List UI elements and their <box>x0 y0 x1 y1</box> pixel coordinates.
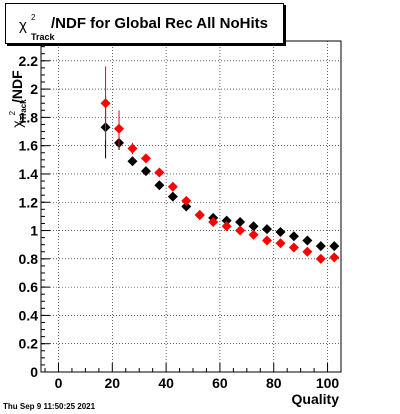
data-point <box>302 246 313 257</box>
data-point <box>248 229 259 240</box>
data-point <box>154 167 165 178</box>
y-tick-label: 1.2 <box>19 194 39 210</box>
data-point <box>315 253 326 264</box>
data-point <box>315 241 326 252</box>
y-tick-label: 1.4 <box>19 166 39 182</box>
ylabel-subscript: Track <box>19 99 28 121</box>
data-point <box>262 224 273 235</box>
data-point <box>208 217 219 228</box>
data-point <box>275 226 286 237</box>
data-point <box>181 201 192 212</box>
y-tick-label: 0.4 <box>19 307 39 323</box>
chart-title: /NDF for Global Rec All NoHits <box>51 15 268 32</box>
series-red <box>100 66 340 264</box>
data-point <box>127 143 138 154</box>
x-axis-label: Quality <box>291 391 339 407</box>
data-point <box>167 191 178 202</box>
title-box: χ 2 Track /NDF for Global Rec All NoHits <box>5 3 284 44</box>
y-tick-label: 0.8 <box>19 251 39 267</box>
y-tick-label: 2.2 <box>19 53 39 69</box>
y-tick-label: 1.6 <box>19 138 39 154</box>
data-point <box>100 98 111 109</box>
data-point <box>181 195 192 206</box>
data-point <box>235 217 246 228</box>
data-point <box>221 215 232 226</box>
data-point <box>167 181 178 192</box>
y-tick-label: 0 <box>30 364 38 380</box>
data-point <box>194 209 205 220</box>
data-point <box>302 235 313 246</box>
x-tick-label: 100 <box>316 375 340 391</box>
x-tick-label: 0 <box>55 375 63 391</box>
x-tick-label: 60 <box>212 375 228 391</box>
data-point <box>288 231 299 242</box>
ylabel-superscript: 2 <box>8 110 17 116</box>
data-point <box>140 166 151 177</box>
data-point <box>262 235 273 246</box>
y-tick-label: 1 <box>30 223 38 239</box>
x-tick-label: 80 <box>266 375 282 391</box>
data-point <box>288 242 299 253</box>
data-point <box>248 221 259 232</box>
data-point <box>154 180 165 191</box>
title-symbol: χ <box>19 17 27 34</box>
y-tick-label: 1.8 <box>19 109 39 125</box>
data-point <box>140 153 151 164</box>
title-superscript: 2 <box>31 13 36 22</box>
data-point <box>235 225 246 236</box>
data-point <box>329 241 340 252</box>
data-series <box>100 66 340 264</box>
y-tick-label: 0.6 <box>19 279 39 295</box>
data-point <box>275 238 286 249</box>
x-tick-label: 20 <box>105 375 121 391</box>
data-point <box>221 221 232 232</box>
ylabel-text: /NDF <box>9 70 25 103</box>
data-point <box>114 123 125 134</box>
ylabel-symbol: χ <box>9 120 25 128</box>
timestamp: Thu Sep 9 11:50:25 2021 <box>3 402 96 411</box>
x-tick-label: 40 <box>158 375 174 391</box>
data-point <box>329 252 340 263</box>
axis-ticks <box>41 46 342 373</box>
title-subscript: Track <box>31 32 55 42</box>
tick-labels: 0 20 40 60 80 100 0 0.2 0.4 0.6 0.8 1 1.2 1.4 1.6 1.8 2 2… <box>19 53 340 391</box>
y-axis-label: χTrack2/NDF <box>2 56 32 142</box>
y-tick-label: 2 <box>30 81 38 97</box>
y-tick-label: 0.2 <box>19 336 39 352</box>
data-point <box>127 156 138 167</box>
